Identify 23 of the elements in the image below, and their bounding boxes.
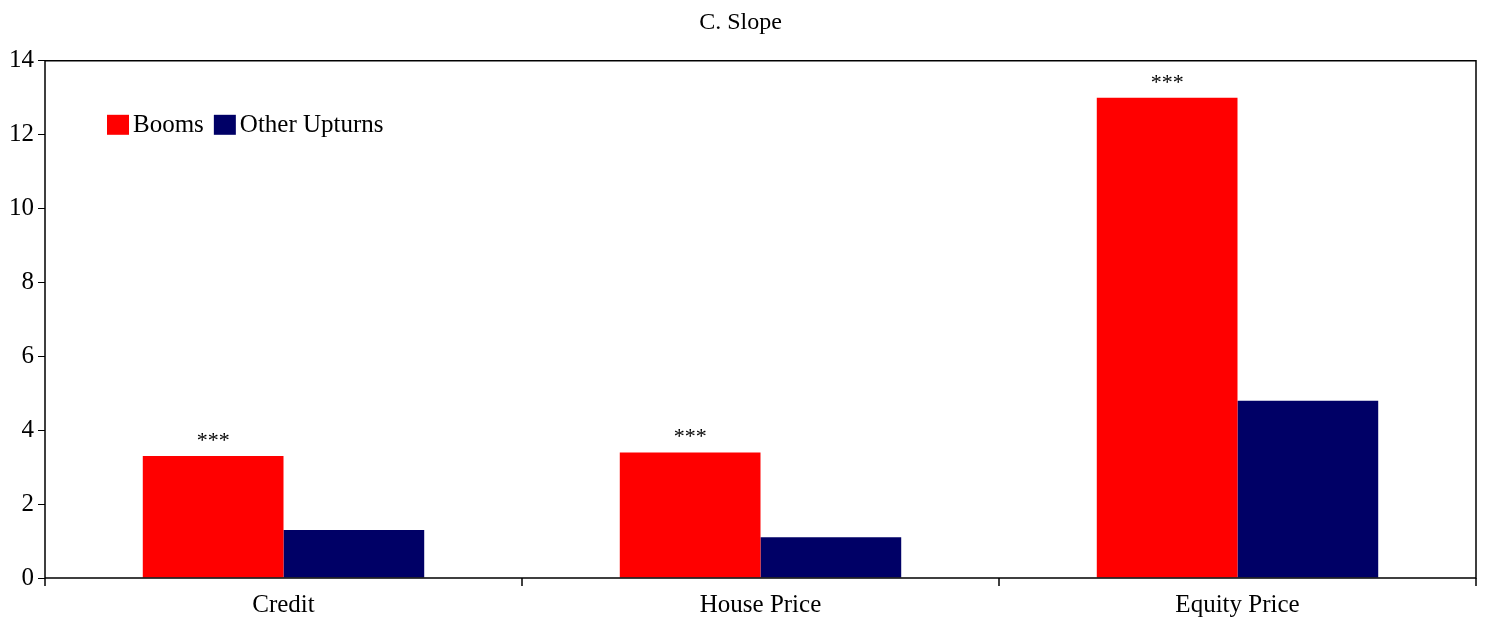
bar	[1096, 97, 1238, 578]
y-tick-label: 2	[21, 488, 34, 516]
bar	[760, 537, 902, 578]
legend-label: Booms	[133, 110, 204, 138]
y-tick-label: 8	[21, 267, 34, 295]
x-tick-label: House Price	[699, 589, 822, 617]
y-tick-label: 6	[21, 340, 34, 368]
annotation: ***	[673, 423, 707, 449]
legend-label: Other Upturns	[239, 110, 384, 138]
bar	[1237, 400, 1379, 578]
y-tick-label: 4	[21, 414, 35, 442]
bar	[142, 456, 284, 578]
y-tick-label: 12	[9, 119, 34, 147]
x-tick-label: Credit	[252, 589, 315, 617]
y-tick-label: 14	[9, 45, 35, 73]
annotation: ***	[196, 426, 230, 452]
bar	[619, 452, 761, 578]
x-tick-label: Equity Price	[1175, 589, 1300, 617]
y-tick-label: 10	[9, 193, 34, 221]
annotation: ***	[1150, 68, 1184, 94]
bar	[283, 529, 425, 578]
y-tick-label: 0	[21, 562, 34, 590]
chart-title: C. Slope	[699, 7, 782, 34]
